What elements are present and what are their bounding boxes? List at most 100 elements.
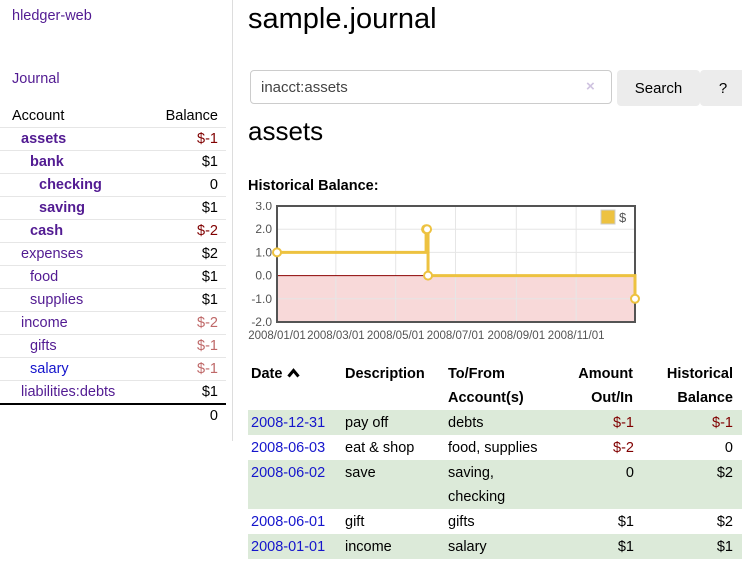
column-header-description: Description [345, 366, 425, 382]
accounts-table: Account Balance assets $-1 bank $1 checking 0… [0, 105, 226, 427]
chart-xtick-label: 2008/01/01 [248, 330, 306, 342]
account-balance: $1 [201, 384, 218, 400]
accounts-header-account: Account [12, 108, 65, 124]
account-row: gifts $-1 [0, 335, 226, 358]
account-row: saving $1 [0, 197, 226, 220]
accounts-total-balance: 0 [209, 408, 218, 424]
search-form: × Search ? [250, 70, 742, 106]
chart-legend-swatch [600, 209, 616, 225]
chart-xtick-label: 2008/11/01 [548, 330, 605, 342]
chart-border [276, 205, 636, 323]
account-balance: 0 [209, 177, 218, 193]
accounts-total-row: 0 [0, 404, 226, 427]
brand-link[interactable]: hledger-web [12, 8, 92, 24]
sort-ascending-icon [287, 362, 301, 386]
column-header-balance: Historical Balance [666, 366, 733, 406]
sidebar-account-link[interactable]: liabilities:debts [21, 384, 116, 400]
sidebar-account-link[interactable]: gifts [30, 338, 57, 354]
register-row: 2008-06-03 eat & shop food, supplies $-2 0 [248, 435, 742, 460]
chart-data-point [272, 247, 282, 258]
register-balance: $-1 [712, 415, 733, 431]
register-table: Date Description To/From Account(s) Amou… [248, 362, 742, 559]
search-input[interactable] [250, 70, 612, 104]
register-date-link[interactable]: 2008-01-01 [251, 539, 326, 555]
chart-xtick-label: 2008/05/01 [367, 330, 425, 342]
register-amount: $-2 [613, 440, 634, 456]
sidebar-account-link[interactable]: saving [39, 200, 85, 216]
register-balance: $1 [716, 539, 733, 555]
register-row: 2008-12-31 pay off debts $-1 $-1 [248, 410, 742, 435]
sidebar-account-link[interactable]: checking [39, 177, 102, 193]
register-accounts: saving, checking [448, 465, 506, 505]
register-date-link[interactable]: 2008-06-01 [251, 514, 326, 530]
sidebar-account-link[interactable]: income [21, 315, 68, 331]
register-amount: $1 [617, 539, 634, 555]
help-button[interactable]: ? [700, 70, 742, 106]
register-balance: $2 [716, 514, 733, 530]
column-header-amount: Amount Out/In [578, 366, 633, 406]
chart-ytick-label: -1.0 [251, 292, 272, 306]
clear-search-icon[interactable]: × [586, 78, 595, 95]
register-description: eat & shop [345, 440, 415, 456]
account-balance: $1 [201, 154, 218, 170]
account-balance: $-2 [197, 315, 218, 331]
chart-ytick-label: 1.0 [255, 245, 272, 259]
column-header-accounts: To/From Account(s) [448, 366, 524, 406]
register-amount: $-1 [613, 415, 634, 431]
register-date-link[interactable]: 2008-12-31 [251, 415, 326, 431]
sidebar-account-link[interactable]: expenses [21, 246, 84, 262]
account-row: expenses $2 [0, 243, 226, 266]
account-balance: $-2 [197, 223, 218, 239]
account-row: cash $-2 [0, 220, 226, 243]
chart-ytick-label: 2.0 [255, 222, 272, 236]
register-amount: $1 [617, 514, 634, 530]
sidebar-account-link[interactable]: cash [30, 223, 64, 239]
chart-xtick-label: 2008/07/01 [427, 330, 485, 342]
account-balance: $1 [201, 292, 218, 308]
accounts-header-row: Account Balance [0, 105, 226, 128]
sidebar-account-link[interactable]: food [30, 269, 59, 285]
chart-ytick-label: 0.0 [255, 269, 272, 283]
account-balance: $-1 [197, 131, 218, 147]
column-header-date[interactable]: Date [248, 362, 345, 410]
chart-ytick-label: -2.0 [251, 315, 272, 329]
sidebar-account-link[interactable]: assets [21, 131, 67, 147]
chart-legend-label: $ [619, 210, 627, 225]
sidebar-item-journal[interactable]: Journal [12, 71, 60, 87]
sidebar: hledger-web Journal Account Balance asse… [0, 0, 233, 441]
account-row: supplies $1 [0, 289, 226, 312]
accounts-header-balance: Balance [165, 108, 218, 124]
register-accounts: food, supplies [448, 440, 538, 456]
register-date-link[interactable]: 2008-06-03 [251, 440, 326, 456]
search-button[interactable]: Search [617, 70, 700, 106]
chart-data-point [630, 293, 640, 304]
register-description: pay off [345, 415, 389, 431]
chart-data-point [422, 224, 433, 235]
account-row: checking 0 [0, 174, 226, 197]
sidebar-account-link[interactable]: salary [30, 361, 69, 377]
account-row: salary $-1 [0, 358, 226, 381]
register-accounts: gifts [448, 514, 475, 530]
account-row: assets $-1 [0, 128, 226, 151]
register-balance: $2 [716, 465, 733, 481]
sidebar-account-link[interactable]: bank [30, 154, 64, 170]
register-accounts: salary [448, 539, 487, 555]
account-balance: $1 [201, 269, 218, 285]
chart-xtick-label: 2008/09/01 [488, 330, 546, 342]
register-date-link[interactable]: 2008-06-02 [251, 465, 326, 481]
sidebar-account-link[interactable]: supplies [30, 292, 84, 308]
register-header-row: Date Description To/From Account(s) Amou… [248, 362, 742, 410]
main-content: sample.journal × Search ? assets Histori… [248, 0, 742, 582]
account-balance: $-1 [197, 361, 218, 377]
register-description: gift [345, 514, 365, 530]
chart-data-point [423, 270, 434, 281]
account-row: income $-2 [0, 312, 226, 335]
chart-xtick-label: 2008/03/01 [307, 330, 365, 342]
account-balance: $-1 [197, 338, 218, 354]
register-amount: 0 [625, 465, 634, 481]
register-balance: 0 [724, 440, 733, 456]
register-description: save [345, 465, 376, 481]
account-balance: $2 [201, 246, 218, 262]
chart-title: Historical Balance: [248, 178, 379, 194]
